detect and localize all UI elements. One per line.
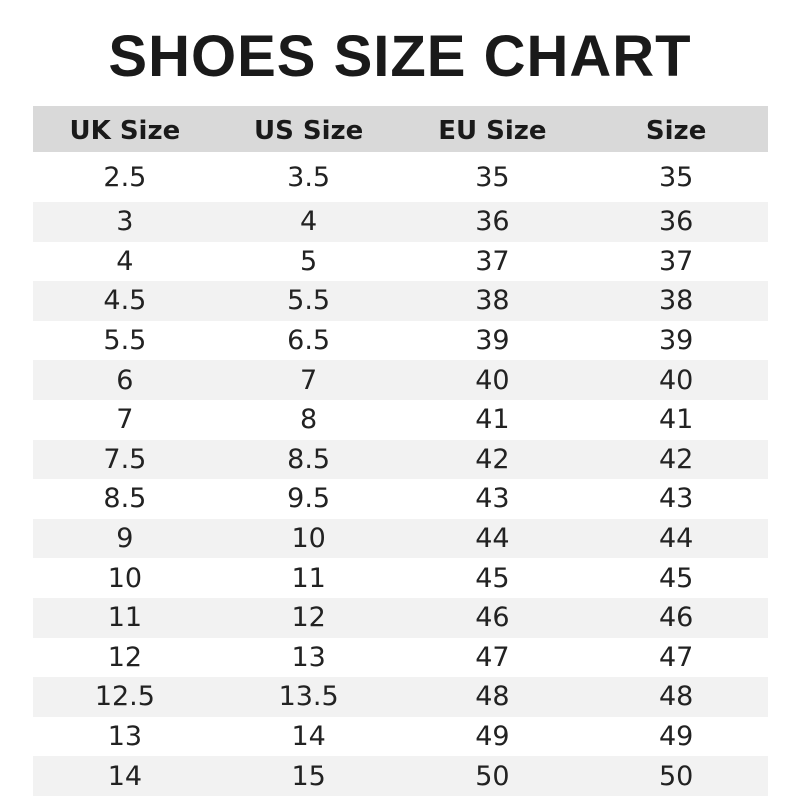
cell-us-size: 8.5 xyxy=(287,443,331,475)
table-row: 11 12 46 46 xyxy=(33,597,768,638)
table-row: 6 7 40 40 xyxy=(33,360,768,400)
cell-eu-size: 49 xyxy=(475,721,510,753)
cell-uk-size: 12.5 xyxy=(94,681,155,713)
cell-size: 40 xyxy=(658,364,694,396)
table-row: 12 13 47 47 xyxy=(33,638,768,678)
cell-uk-size: 13 xyxy=(107,721,143,753)
table-row: 8.5 9.5 43 43 xyxy=(33,479,768,519)
cell-eu-size: 40 xyxy=(475,364,510,396)
cell-size: 42 xyxy=(658,443,694,475)
cell-eu-size: 38 xyxy=(475,285,510,317)
cell-eu-size: 36 xyxy=(475,206,510,238)
cell-size: 39 xyxy=(658,325,694,357)
cell-us-size: 10 xyxy=(291,523,326,555)
cell-size: 36 xyxy=(658,206,694,238)
cell-size: 49 xyxy=(658,721,694,753)
cell-eu-size: 39 xyxy=(475,325,510,357)
cell-eu-size: 41 xyxy=(475,404,510,436)
cell-uk-size: 3 xyxy=(116,206,134,238)
cell-us-size: 3.5 xyxy=(287,161,331,193)
cell-us-size: 4 xyxy=(300,206,318,238)
cell-us-size: 12 xyxy=(291,602,326,634)
cell-us-size: 9.5 xyxy=(287,483,331,515)
cell-eu-size: 35 xyxy=(475,161,510,193)
cell-size: 47 xyxy=(658,641,694,673)
table-row: 14 15 50 50 xyxy=(33,756,768,796)
cell-uk-size: 9 xyxy=(116,523,134,555)
cell-us-size: 5.5 xyxy=(287,285,331,317)
cell-size: 35 xyxy=(658,161,694,193)
cell-eu-size: 50 xyxy=(475,760,510,792)
cell-uk-size: 4 xyxy=(116,245,134,277)
cell-eu-size: 45 xyxy=(475,562,510,594)
cell-uk-size: 6 xyxy=(116,364,134,396)
table-row: 7.5 8.5 42 42 xyxy=(33,439,768,480)
cell-uk-size: 2.5 xyxy=(103,161,147,193)
table-row: 9 10 44 44 xyxy=(33,518,768,559)
table-row: 3 4 36 36 xyxy=(33,202,768,242)
table-body: 2.5 3.5 35 35 3 4 36 36 4 5 37 37 4.5 5.5 38 38 5.5 6.5 39… xyxy=(33,152,768,796)
cell-eu-size: 44 xyxy=(475,523,510,555)
table-row: 4.5 5.5 38 38 xyxy=(33,281,768,321)
cell-us-size: 13 xyxy=(291,641,326,673)
cell-us-size: 5 xyxy=(300,245,318,277)
cell-uk-size: 12 xyxy=(107,641,143,673)
cell-uk-size: 8.5 xyxy=(103,483,147,515)
size-chart-table: UK Size US Size EU Size Size 2.5 3.5 35 35 3… xyxy=(33,106,768,796)
table-row: 4 5 37 37 xyxy=(33,242,768,282)
cell-eu-size: 42 xyxy=(475,443,510,475)
cell-uk-size: 11 xyxy=(107,602,143,634)
cell-size: 41 xyxy=(658,404,694,436)
cell-us-size: 11 xyxy=(291,562,326,594)
cell-size: 44 xyxy=(658,523,694,555)
cell-us-size: 8 xyxy=(300,404,318,436)
table-header: UK Size US Size EU Size Size xyxy=(33,106,768,152)
cell-size: 37 xyxy=(658,245,694,277)
header-size: Size xyxy=(645,116,707,146)
table-row: 12.5 13.5 48 48 xyxy=(33,677,768,717)
cell-eu-size: 48 xyxy=(475,681,510,713)
header-us-size: US Size xyxy=(253,116,364,146)
cell-uk-size: 14 xyxy=(107,760,143,792)
cell-uk-size: 4.5 xyxy=(103,285,147,317)
table-row: 13 14 49 49 xyxy=(33,717,768,757)
cell-eu-size: 46 xyxy=(475,602,510,634)
cell-size: 46 xyxy=(658,602,694,634)
cell-eu-size: 37 xyxy=(475,245,510,277)
cell-us-size: 15 xyxy=(291,760,326,792)
cell-size: 48 xyxy=(658,681,694,713)
cell-size: 50 xyxy=(658,760,694,792)
table-row: 7 8 41 41 xyxy=(33,400,768,440)
cell-size: 43 xyxy=(658,483,694,515)
cell-uk-size: 7.5 xyxy=(103,443,147,475)
header-uk-size: UK Size xyxy=(69,116,181,146)
table-row: 10 11 45 45 xyxy=(33,558,768,598)
table-row: 5.5 6.5 39 39 xyxy=(33,321,768,361)
cell-us-size: 14 xyxy=(291,721,326,753)
cell-us-size: 13.5 xyxy=(278,681,339,713)
cell-size: 45 xyxy=(658,562,694,594)
cell-eu-size: 47 xyxy=(475,641,510,673)
page-title: SHOES SIZE CHART xyxy=(108,24,692,89)
cell-uk-size: 10 xyxy=(107,562,143,594)
cell-size: 38 xyxy=(658,285,694,317)
cell-uk-size: 5.5 xyxy=(103,325,147,357)
cell-us-size: 7 xyxy=(300,364,318,396)
cell-uk-size: 7 xyxy=(116,404,134,436)
cell-eu-size: 43 xyxy=(475,483,510,515)
header-eu-size: EU Size xyxy=(438,116,547,146)
table-row: 2.5 3.5 35 35 xyxy=(33,152,768,202)
cell-us-size: 6.5 xyxy=(287,325,331,357)
